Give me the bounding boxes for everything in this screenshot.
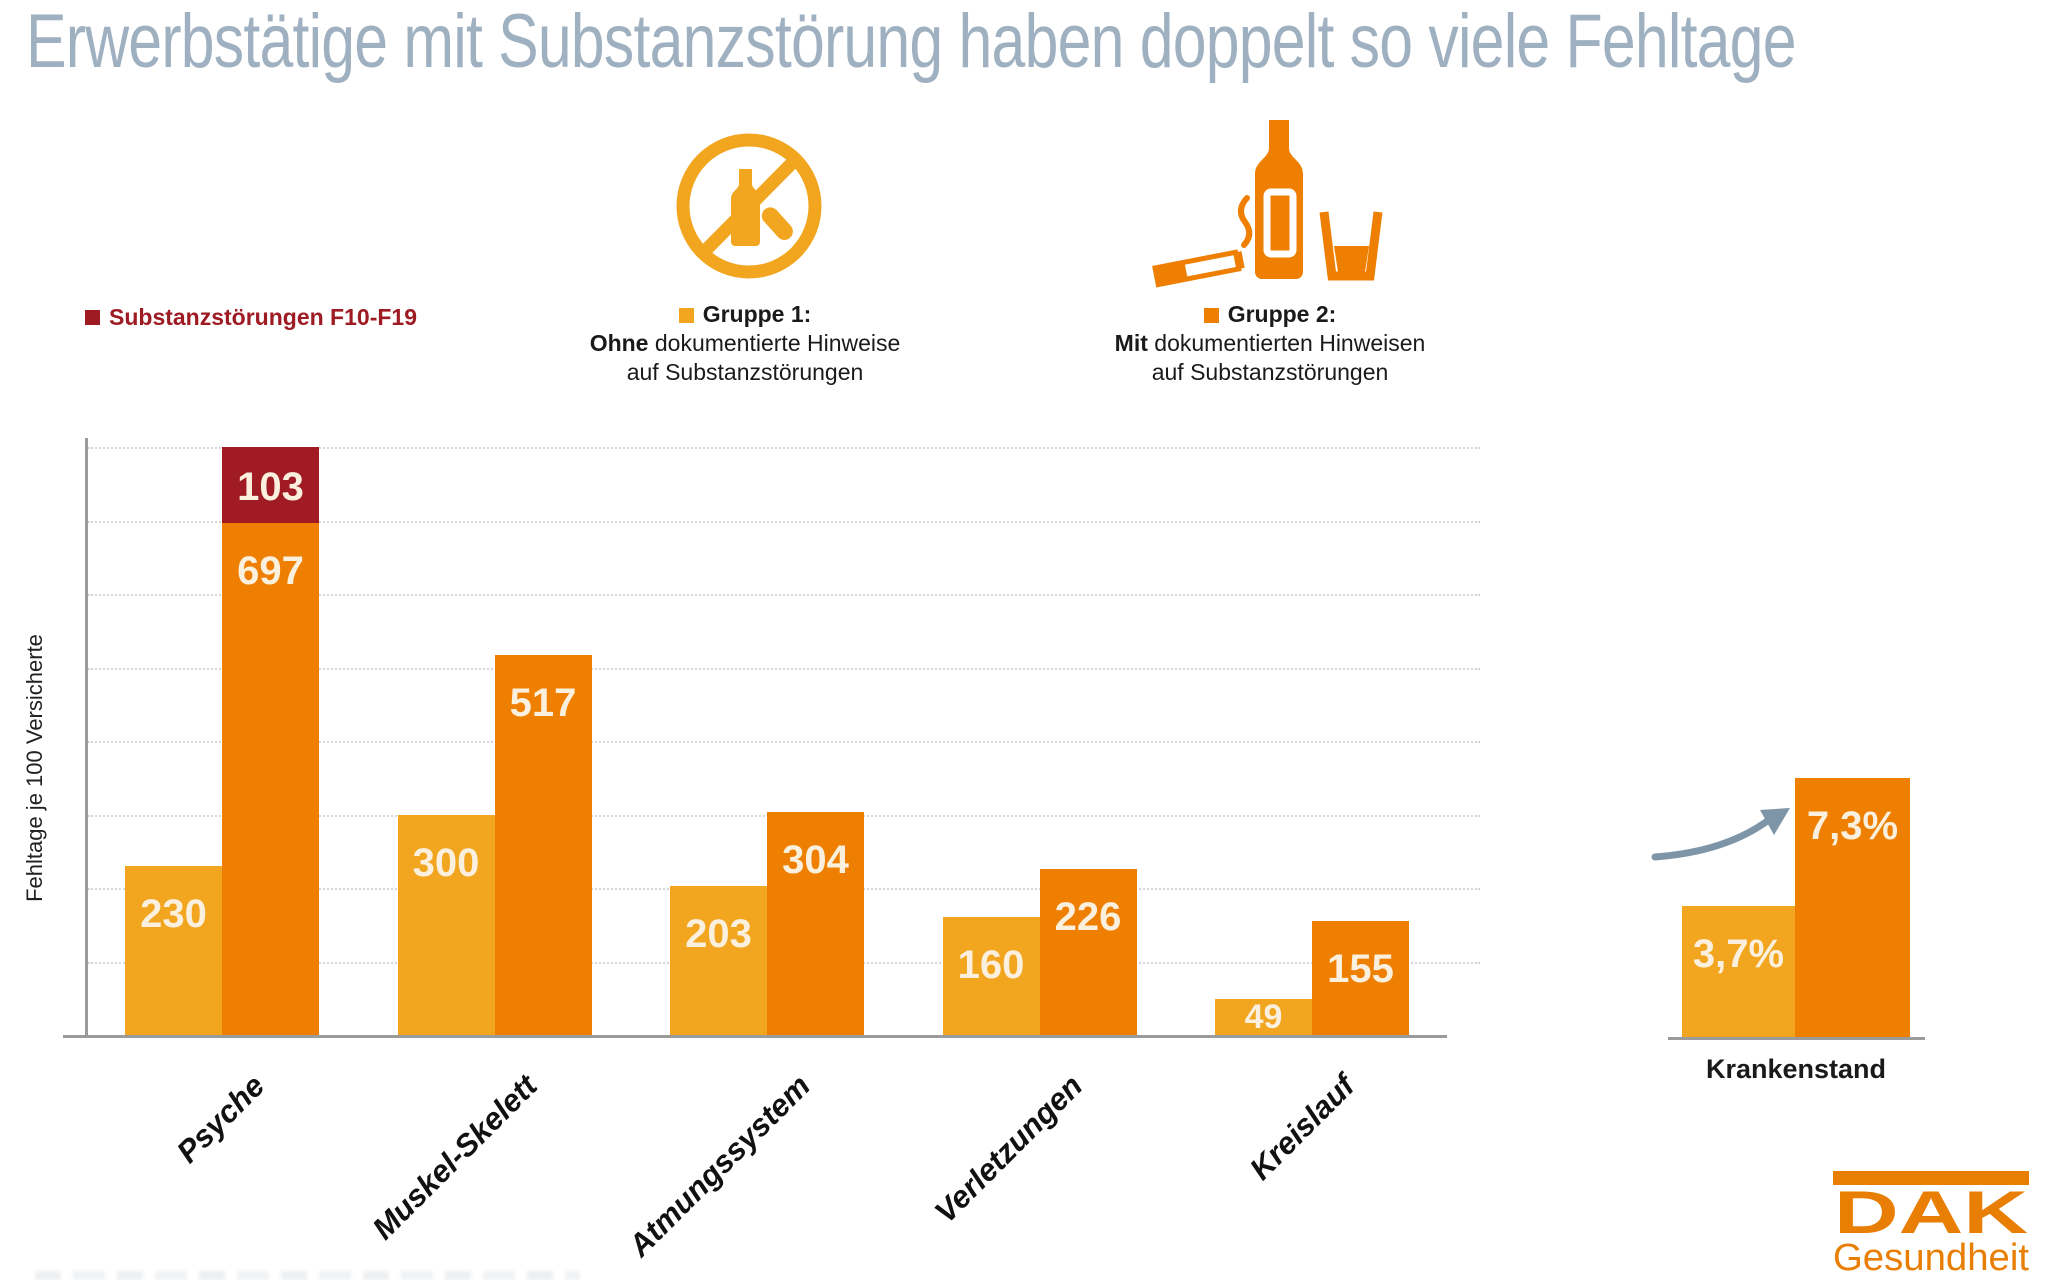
bar xyxy=(125,865,222,1035)
krankenstand-bar xyxy=(1795,777,1910,1037)
dak-gesundheit-logo: DAK Gesundheit xyxy=(1833,1171,2029,1279)
y-axis-label: Fehltage je 100 Versicherte xyxy=(22,634,47,902)
krankenstand-bar xyxy=(1682,905,1795,1037)
bar xyxy=(1312,921,1409,1035)
legend-gruppe1-title: Gruppe 1: xyxy=(535,300,955,329)
bar-value-label: 155 xyxy=(1327,947,1394,992)
bar xyxy=(1039,868,1137,1035)
increase-arrow-icon xyxy=(1651,808,1790,861)
bar-value-label: 697 xyxy=(237,548,304,593)
bar xyxy=(222,522,319,1035)
logo-brand-text: DAK xyxy=(1834,1179,2028,1246)
x-axis-line xyxy=(63,1035,1447,1038)
legend-gruppe2-title: Gruppe 2: xyxy=(1060,300,1480,329)
logo-top-bar xyxy=(1833,1171,2029,1185)
legend-substanzstoerungen: Substanzstörungen F10-F19 xyxy=(85,304,417,331)
legend-substanz-label: Substanzstörungen F10-F19 xyxy=(109,304,417,330)
bar-value-label: 230 xyxy=(140,891,207,936)
bar-value-label: 160 xyxy=(957,943,1025,988)
legend-gruppe2-line3: auf Substanzstörungen xyxy=(1151,359,1389,385)
bar xyxy=(767,811,864,1035)
krankenstand-axis-line xyxy=(1668,1037,1925,1040)
bar-value-label: 103 xyxy=(237,464,304,509)
cropped-source-text xyxy=(35,1271,580,1280)
krankenstand-value-label: 3,7% xyxy=(1692,931,1785,976)
gridline xyxy=(88,520,1480,523)
gridline xyxy=(88,667,1480,670)
legend-gruppe1-line2: Ohne dokumentierte Hinweise xyxy=(589,330,901,356)
gridline xyxy=(88,594,1480,596)
category-label-4: Verletzungen xyxy=(927,1068,1090,1230)
bar xyxy=(670,885,767,1035)
legend-gruppe2: Gruppe 2: Mit dokumentierten Hinweisen a… xyxy=(1060,300,1480,387)
legend-gruppe2-swatch xyxy=(1203,308,1219,323)
bar-value-label: 226 xyxy=(1054,894,1122,939)
y-axis-line xyxy=(85,438,88,1038)
substances-icon xyxy=(1152,120,1383,288)
category-label-5: Kreislauf xyxy=(1243,1068,1362,1187)
bar-value-label: 203 xyxy=(685,911,752,956)
krankenstand-value-label: 7,3% xyxy=(1806,803,1899,848)
legend-gruppe2-line2: Mit dokumentierten Hinweisen xyxy=(1114,330,1426,356)
bar xyxy=(397,814,495,1035)
bar xyxy=(222,447,319,523)
logo-sub-text: Gesundheit xyxy=(1833,1237,2029,1279)
gridline xyxy=(88,447,1480,449)
bar xyxy=(494,655,592,1035)
legend-gruppe1: Gruppe 1: Ohne dokumentierte Hinweise au… xyxy=(535,300,955,387)
page-title: Erwerbstätige mit Substanzstörung haben … xyxy=(26,0,1797,84)
krankenstand-label: Krankenstand xyxy=(1705,1054,1887,1084)
legend-gruppe1-swatch xyxy=(678,308,694,323)
bar-value-label: 517 xyxy=(509,681,577,725)
category-label-2: Muskel-Skelett xyxy=(366,1068,545,1247)
legend-substanz-swatch xyxy=(85,310,100,325)
bar-value-label: 304 xyxy=(782,837,849,882)
bar xyxy=(942,917,1040,1035)
category-label-3: Atmungssystem xyxy=(621,1068,817,1264)
gridline xyxy=(88,741,1480,743)
bar-value-label: 300 xyxy=(412,840,480,885)
bar xyxy=(1215,998,1312,1035)
legend-gruppe1-line3: auf Substanzstörungen xyxy=(626,359,864,385)
no-substances-icon xyxy=(676,133,822,279)
category-label-1: Psyche xyxy=(170,1068,272,1170)
bar-value-label: 49 xyxy=(1244,997,1283,1036)
